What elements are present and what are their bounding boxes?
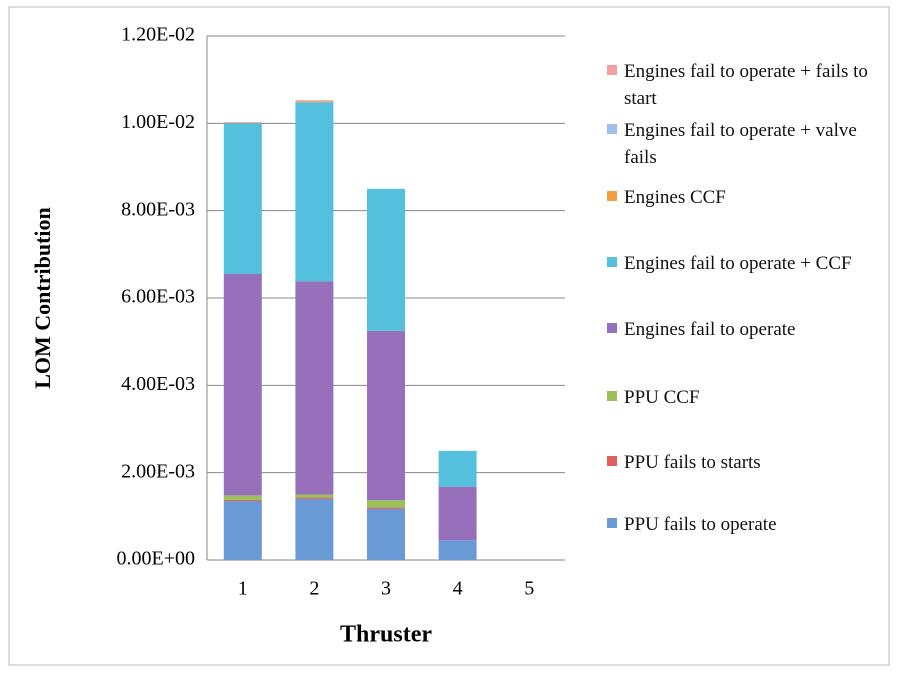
- bar-segment: [223, 499, 262, 502]
- y-tick-label: 1.20E-02: [121, 24, 195, 46]
- legend-swatch: [607, 191, 617, 201]
- legend-item: Engines fail to operate + fails to start: [607, 58, 882, 112]
- y-axis-title: LOM Contribution: [30, 207, 55, 389]
- bar-segment: [438, 450, 477, 487]
- legend-label: PPU fails to operate: [624, 514, 777, 535]
- x-tick-label: 2: [309, 578, 319, 600]
- bar-segment: [295, 494, 334, 498]
- legend-item: Engines fail to operate + CCF: [607, 250, 882, 277]
- legend-item: PPU CCF: [607, 384, 882, 411]
- legend-label: PPU CCF: [624, 387, 700, 408]
- legend-item: PPU fails to starts: [607, 449, 882, 476]
- bar-segment: [367, 508, 405, 560]
- legend-swatch: [607, 518, 617, 528]
- legend-label: Engines CCF: [624, 187, 726, 208]
- bar-segment: [223, 273, 262, 496]
- legend-swatch: [607, 65, 617, 75]
- legend-label: Engines fail to operate + valve fails: [624, 120, 857, 168]
- bar-segment: [295, 101, 334, 103]
- legend-swatch: [607, 323, 617, 333]
- y-tick-label: 8.00E-03: [121, 198, 195, 220]
- bar-segment: [223, 123, 262, 274]
- y-tick-label: 1.00E-02: [121, 111, 195, 133]
- x-tick-label: 1: [238, 578, 248, 600]
- legend-item: Engines fail to operate: [607, 316, 882, 343]
- bar-segment: [367, 188, 405, 331]
- frame: [8, 6, 890, 666]
- legend-swatch: [607, 391, 617, 401]
- legend-label: Engines fail to operate: [624, 319, 796, 340]
- bar-segment: [295, 497, 334, 499]
- bar-segment: [295, 102, 334, 282]
- bar-segment: [367, 500, 405, 508]
- x-tick-label: 4: [453, 578, 463, 600]
- y-tick-label: 2.00E-03: [121, 460, 195, 482]
- y-tick-label: 4.00E-03: [121, 373, 195, 395]
- bar-segment: [367, 507, 405, 509]
- bar-segment: [223, 501, 262, 560]
- x-axis-title: Thruster: [340, 622, 432, 648]
- legend-swatch: [607, 456, 617, 466]
- legend-swatch: [607, 257, 617, 267]
- legend-label: PPU fails to starts: [624, 452, 761, 473]
- y-tick-label: 6.00E-03: [121, 286, 195, 308]
- bar-segment: [367, 330, 405, 501]
- legend-label: Engines fail to operate + CCF: [624, 253, 852, 274]
- bar-segment: [295, 281, 334, 495]
- legend-swatch: [607, 124, 617, 134]
- legend-label: Engines fail to operate + fails to start: [624, 61, 868, 109]
- legend-item: Engines CCF: [607, 184, 882, 211]
- bar-segment: [295, 100, 334, 102]
- y-tick-label: 0.00E+00: [117, 548, 196, 570]
- x-tick-label: 5: [524, 578, 534, 600]
- bar-segment: [438, 486, 477, 541]
- bar-segment: [295, 498, 334, 560]
- bar-segment: [223, 495, 262, 500]
- legend-item: PPU fails to operate: [607, 511, 882, 538]
- legend-item: Engines fail to operate + valve fails: [607, 117, 882, 171]
- bar-segment: [438, 540, 477, 560]
- x-tick-label: 3: [381, 578, 391, 600]
